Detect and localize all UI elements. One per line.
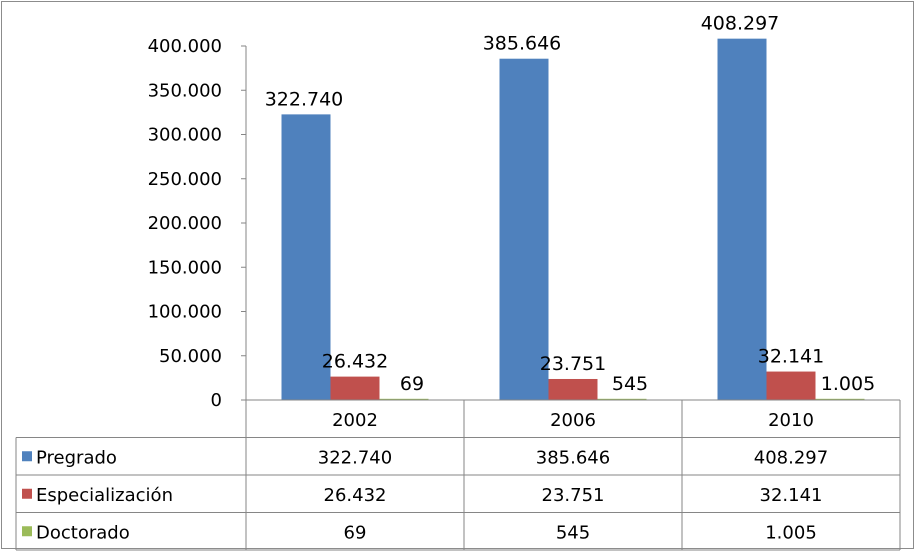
y-tick-label: 0 <box>211 390 222 411</box>
bar <box>379 398 429 400</box>
data-label: 23.751 <box>540 353 606 375</box>
legend-key <box>22 451 32 462</box>
bar <box>717 38 767 400</box>
y-tick-label: 250.000 <box>148 169 222 190</box>
data-label: 1.005 <box>821 373 875 395</box>
legend-key <box>22 488 32 499</box>
x-tick-label: 2006 <box>550 410 596 431</box>
table-cell-value: 322.740 <box>318 447 392 468</box>
bar <box>548 378 598 400</box>
table-cell-value: 408.297 <box>754 447 828 468</box>
table-cell-value: 32.141 <box>760 485 823 506</box>
table-cell-value: 26.432 <box>324 485 387 506</box>
bar <box>499 58 549 401</box>
legend-key <box>22 526 32 537</box>
legend-label: Pregrado <box>36 447 117 468</box>
y-tick-label: 100.000 <box>148 302 222 323</box>
y-tick-label: 50.000 <box>159 346 222 367</box>
data-label: 322.740 <box>265 88 344 110</box>
table-cell-value: 385.646 <box>536 447 610 468</box>
bar <box>330 376 380 400</box>
table-cell-value: 1.005 <box>765 522 817 543</box>
bar <box>766 371 816 400</box>
y-tick-label: 200.000 <box>148 213 222 234</box>
table-cell-value: 69 <box>344 522 367 543</box>
y-tick-label: 350.000 <box>148 80 222 101</box>
x-tick-label: 2002 <box>332 410 378 431</box>
legend-label: Especialización <box>36 485 173 506</box>
y-tick-label: 150.000 <box>148 257 222 278</box>
legend-label: Doctorado <box>36 522 130 543</box>
y-tick-label: 400.000 <box>148 36 222 57</box>
x-tick-label: 2010 <box>768 410 814 431</box>
data-label: 26.432 <box>322 351 388 373</box>
table-cell-value: 23.751 <box>542 485 605 506</box>
y-tick-label: 300.000 <box>148 125 222 146</box>
data-label: 545 <box>612 373 648 395</box>
bar <box>815 398 865 400</box>
data-label: 385.646 <box>483 33 562 55</box>
table-cell-value: 545 <box>556 522 590 543</box>
data-label: 32.141 <box>758 346 824 368</box>
data-label: 69 <box>400 373 424 395</box>
bar <box>597 398 647 400</box>
data-label: 408.297 <box>701 13 780 35</box>
bar <box>281 114 331 401</box>
